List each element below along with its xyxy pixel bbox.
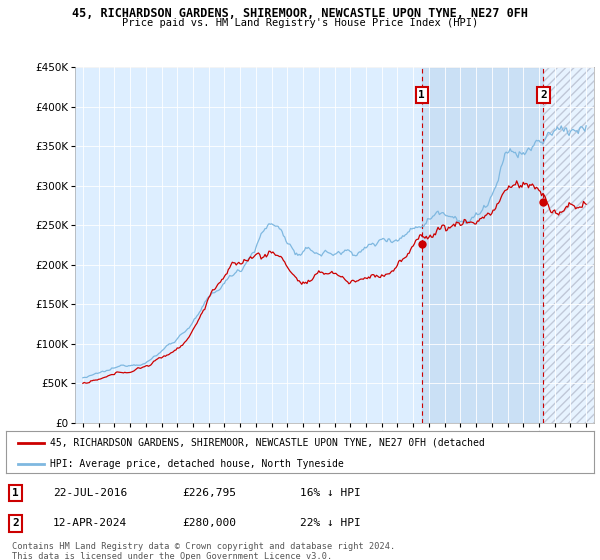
Bar bbox=[422, 67, 544, 423]
Text: Contains HM Land Registry data © Crown copyright and database right 2024.
This d: Contains HM Land Registry data © Crown c… bbox=[12, 542, 395, 560]
Text: Price paid vs. HM Land Registry's House Price Index (HPI): Price paid vs. HM Land Registry's House … bbox=[122, 18, 478, 28]
Text: 2: 2 bbox=[540, 90, 547, 100]
Text: 22-JUL-2016: 22-JUL-2016 bbox=[53, 488, 127, 498]
Text: £226,795: £226,795 bbox=[182, 488, 236, 498]
Text: 45, RICHARDSON GARDENS, SHIREMOOR, NEWCASTLE UPON TYNE, NE27 0FH (detached: 45, RICHARDSON GARDENS, SHIREMOOR, NEWCA… bbox=[50, 438, 485, 448]
Text: 1: 1 bbox=[12, 488, 19, 498]
Bar bbox=[544, 67, 594, 423]
Text: 16% ↓ HPI: 16% ↓ HPI bbox=[300, 488, 361, 498]
Text: 1: 1 bbox=[418, 90, 425, 100]
Text: 22% ↓ HPI: 22% ↓ HPI bbox=[300, 519, 361, 529]
Text: 12-APR-2024: 12-APR-2024 bbox=[53, 519, 127, 529]
Text: 2: 2 bbox=[12, 519, 19, 529]
Text: £280,000: £280,000 bbox=[182, 519, 236, 529]
Text: HPI: Average price, detached house, North Tyneside: HPI: Average price, detached house, Nort… bbox=[50, 459, 344, 469]
Text: 45, RICHARDSON GARDENS, SHIREMOOR, NEWCASTLE UPON TYNE, NE27 0FH: 45, RICHARDSON GARDENS, SHIREMOOR, NEWCA… bbox=[72, 7, 528, 20]
Bar bbox=[544, 67, 594, 423]
